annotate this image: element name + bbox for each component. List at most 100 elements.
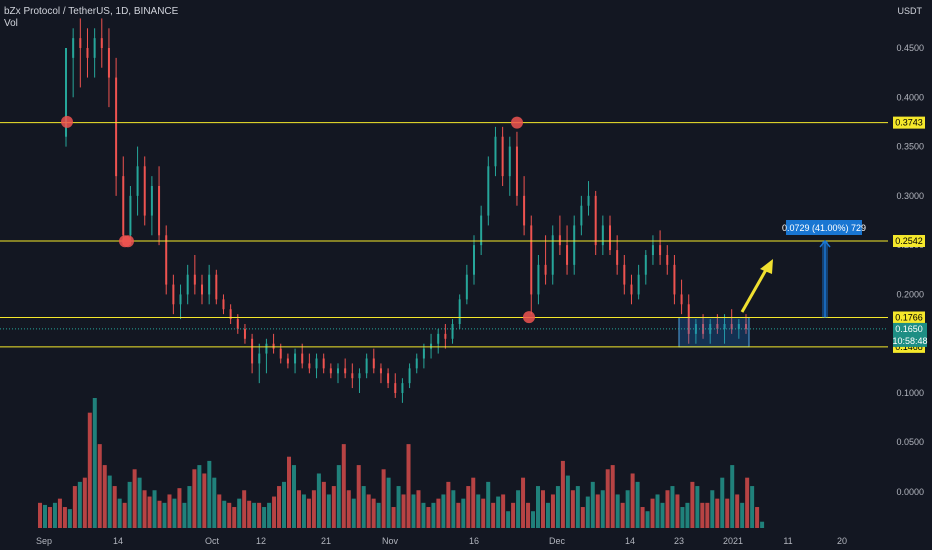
candle-body bbox=[465, 274, 468, 300]
candle-body bbox=[451, 324, 454, 339]
pivot-marker bbox=[511, 116, 523, 129]
volume-bar bbox=[451, 490, 456, 528]
volume-bar bbox=[705, 502, 710, 528]
level-price-tag bbox=[893, 311, 925, 324]
candle-body bbox=[566, 245, 569, 265]
candle-body bbox=[687, 304, 690, 334]
volume-label[interactable]: Vol bbox=[4, 18, 18, 29]
volume-bar bbox=[237, 498, 242, 528]
y-tick-label: 0.0500 bbox=[896, 437, 924, 447]
volume-bar bbox=[142, 490, 147, 528]
candle-body bbox=[680, 294, 683, 305]
candle-body bbox=[179, 294, 182, 305]
volume-bar bbox=[396, 486, 401, 528]
volume-bar bbox=[540, 490, 545, 528]
volume-bar bbox=[232, 507, 237, 528]
volume-bar bbox=[401, 494, 406, 528]
candle-body bbox=[279, 348, 282, 359]
x-tick-label: 16 bbox=[469, 536, 479, 546]
volume-bar bbox=[152, 490, 157, 528]
candle-body bbox=[294, 353, 297, 364]
volume-bar bbox=[391, 507, 396, 528]
volume-bar bbox=[371, 498, 376, 528]
candle-body bbox=[236, 319, 239, 329]
candlesticks bbox=[65, 18, 747, 403]
volume-bar bbox=[257, 502, 262, 528]
volume-bar bbox=[675, 494, 680, 528]
candle-body bbox=[673, 264, 676, 295]
level-price-label: 0.2542 bbox=[895, 236, 923, 246]
volume-bar bbox=[431, 502, 436, 528]
symbol-title[interactable]: bZx Protocol / TetherUS, 1D, BINANCE bbox=[4, 6, 179, 17]
candle-body bbox=[544, 264, 547, 275]
candle-body bbox=[86, 48, 89, 58]
volume-bar bbox=[595, 494, 600, 528]
volume-bar bbox=[57, 498, 62, 528]
candle-body bbox=[351, 373, 354, 379]
candle-body bbox=[136, 166, 139, 196]
candle-body bbox=[501, 136, 504, 177]
volume-bar bbox=[252, 502, 257, 528]
volume-bar bbox=[685, 502, 690, 528]
volume-bar bbox=[550, 494, 555, 528]
candle-body bbox=[208, 274, 211, 295]
candle-body bbox=[515, 146, 518, 196]
candle-body bbox=[444, 333, 447, 339]
x-tick-label: Oct bbox=[205, 536, 220, 546]
candle-body bbox=[537, 264, 540, 295]
candle-body bbox=[437, 333, 440, 344]
volume-bar bbox=[620, 502, 625, 528]
volume-bar bbox=[72, 486, 77, 528]
volume-bar bbox=[92, 398, 97, 528]
volume-bar bbox=[192, 469, 197, 528]
arrow-head bbox=[760, 259, 773, 274]
volume-bar bbox=[336, 465, 341, 528]
volume-bar bbox=[710, 490, 715, 528]
volume-bar bbox=[725, 498, 730, 528]
volume-bar bbox=[421, 502, 426, 528]
candle-body bbox=[530, 225, 533, 295]
candle-body bbox=[172, 284, 175, 305]
volume-bar bbox=[446, 481, 451, 528]
volume-bar bbox=[177, 488, 182, 528]
volume-bar bbox=[38, 502, 42, 528]
volume-bar bbox=[321, 481, 326, 528]
volume-bar bbox=[436, 498, 441, 528]
volume-bar bbox=[411, 494, 416, 528]
projection-arrowhead bbox=[819, 239, 831, 248]
volume-bar bbox=[461, 498, 466, 528]
volume-bar bbox=[570, 490, 575, 528]
candle-body bbox=[494, 136, 497, 167]
volume-bar bbox=[665, 490, 670, 528]
candle-body bbox=[573, 225, 576, 265]
volume-bar bbox=[506, 511, 511, 528]
volume-bar bbox=[127, 481, 132, 528]
candle-body bbox=[308, 363, 311, 369]
volume-bar bbox=[531, 511, 536, 528]
candle-body bbox=[158, 186, 161, 236]
candle-body bbox=[372, 358, 375, 369]
y-tick-label: 0.3000 bbox=[896, 191, 924, 201]
volume-bar bbox=[516, 490, 521, 528]
volume-bar bbox=[471, 477, 476, 528]
candle-body bbox=[551, 235, 554, 275]
candle-countdown: 10:58:48 bbox=[892, 336, 927, 346]
volume-bar bbox=[760, 521, 765, 528]
volume-bar bbox=[122, 502, 127, 528]
volume-bar bbox=[67, 509, 72, 528]
candle-body bbox=[523, 195, 526, 226]
candle-body bbox=[358, 373, 361, 379]
candle-body bbox=[666, 255, 669, 265]
volume-bar bbox=[735, 494, 740, 528]
volume-bar bbox=[730, 465, 735, 528]
volume-bar bbox=[600, 490, 605, 528]
level-price-label: 0.3743 bbox=[895, 118, 923, 128]
candle-body bbox=[258, 353, 261, 364]
volume-bar bbox=[62, 507, 67, 528]
volume-bar bbox=[416, 490, 421, 528]
volume-bar bbox=[740, 502, 745, 528]
volume-bar bbox=[82, 477, 87, 528]
volume-bar bbox=[167, 494, 172, 528]
candle-body bbox=[745, 324, 747, 329]
